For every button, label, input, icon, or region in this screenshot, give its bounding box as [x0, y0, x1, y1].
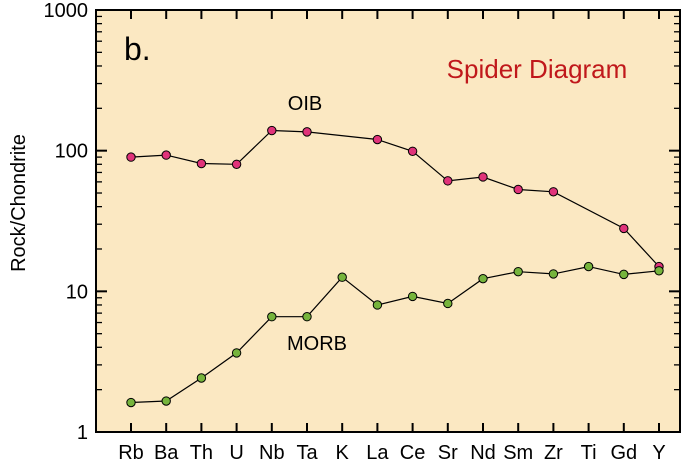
x-tick-label: Ti [581, 442, 597, 464]
x-tick-label: Ba [154, 442, 179, 464]
data-point-oib [513, 184, 523, 195]
data-point-morb [478, 273, 488, 284]
y-tick-label: 1000 [44, 0, 89, 22]
data-point-oib [478, 172, 488, 182]
x-tick-label: Nd [470, 442, 496, 464]
x-tick-label: Th [190, 442, 213, 464]
chart-title: Spider Diagram [447, 54, 628, 84]
x-tick-label: Ce [400, 442, 426, 464]
data-point-morb [231, 348, 242, 358]
series-label-oib: OIB [288, 93, 322, 115]
panel-label: b. [124, 31, 151, 67]
plot-frame [95, 9, 681, 433]
data-point-oib [126, 152, 136, 162]
x-tick-label: La [366, 442, 389, 464]
data-point-oib [302, 127, 312, 137]
series-line-oib [130, 129, 660, 268]
data-point-oib [548, 187, 559, 197]
data-point-morb [302, 312, 312, 322]
data-point-morb [267, 312, 277, 322]
y-tick-label: 100 [55, 141, 88, 163]
data-point-oib [231, 159, 242, 169]
data-point-morb [161, 396, 171, 406]
data-point-morb [583, 261, 594, 272]
series-label-morb: MORB [287, 333, 347, 355]
x-tick-label: Sm [503, 442, 533, 464]
data-point-morb [619, 269, 629, 280]
x-tick-label: Nb [259, 442, 285, 464]
data-point-morb [337, 272, 347, 282]
data-point-oib [196, 158, 207, 169]
data-point-oib [619, 223, 629, 234]
x-tick-label: K [336, 442, 350, 464]
y-axis-label: Rock/Chondrite [8, 134, 30, 272]
data-point-morb [654, 266, 664, 276]
x-tick-label: Y [652, 442, 665, 464]
x-tick-label: U [229, 442, 243, 464]
data-point-morb [548, 269, 559, 279]
plot-area [96, 10, 680, 432]
x-tick-label: Zr [544, 442, 563, 464]
data-point-morb [372, 300, 383, 310]
data-point-morb [196, 373, 207, 383]
y-tick-label: 1 [77, 422, 88, 444]
series-line-morb [130, 265, 660, 404]
data-point-morb [126, 397, 136, 408]
data-point-morb [407, 291, 418, 302]
data-point-oib [372, 134, 383, 145]
y-tick-label: 10 [66, 281, 88, 303]
x-tick-label: Gd [610, 442, 637, 464]
x-tick-label: Ta [296, 442, 318, 464]
data-point-morb [513, 266, 523, 277]
data-point-oib [443, 176, 453, 186]
data-point-oib [407, 146, 418, 156]
data-point-oib [161, 150, 171, 160]
x-tick-label: Sr [438, 442, 458, 464]
data-point-oib [267, 125, 277, 136]
x-tick-label: Rb [118, 442, 144, 464]
data-point-morb [443, 298, 453, 309]
